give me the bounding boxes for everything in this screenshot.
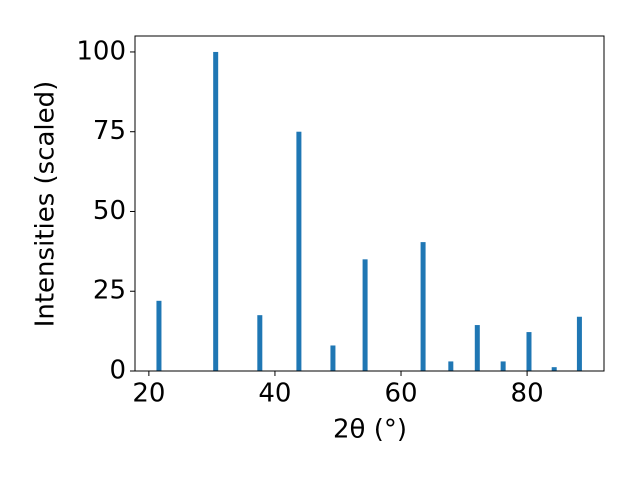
bar bbox=[330, 345, 336, 371]
plot-frame bbox=[134, 35, 605, 372]
y-tick-label: 25 bbox=[93, 276, 126, 306]
bar bbox=[257, 315, 263, 371]
bar bbox=[213, 51, 219, 371]
bar bbox=[551, 367, 557, 371]
y-tick-label: 75 bbox=[93, 116, 126, 146]
bar bbox=[474, 325, 480, 371]
x-axis-label: 2θ (°) bbox=[333, 415, 407, 445]
x-tick-label: 60 bbox=[384, 379, 417, 409]
bar bbox=[576, 316, 582, 371]
bar bbox=[448, 361, 454, 371]
bar bbox=[362, 259, 368, 371]
x-tick-label: 40 bbox=[258, 379, 291, 409]
x-tick-label: 20 bbox=[132, 379, 165, 409]
y-tick-label: 0 bbox=[109, 356, 126, 386]
y-axis-label: Intensities (scaled) bbox=[31, 81, 61, 328]
bar bbox=[420, 242, 426, 371]
bar bbox=[156, 300, 162, 371]
x-tick-label: 80 bbox=[511, 379, 544, 409]
bar bbox=[500, 361, 506, 371]
y-tick-label: 100 bbox=[76, 36, 126, 66]
bar bbox=[526, 332, 532, 371]
bar bbox=[296, 131, 302, 371]
y-tick-label: 50 bbox=[93, 196, 126, 226]
